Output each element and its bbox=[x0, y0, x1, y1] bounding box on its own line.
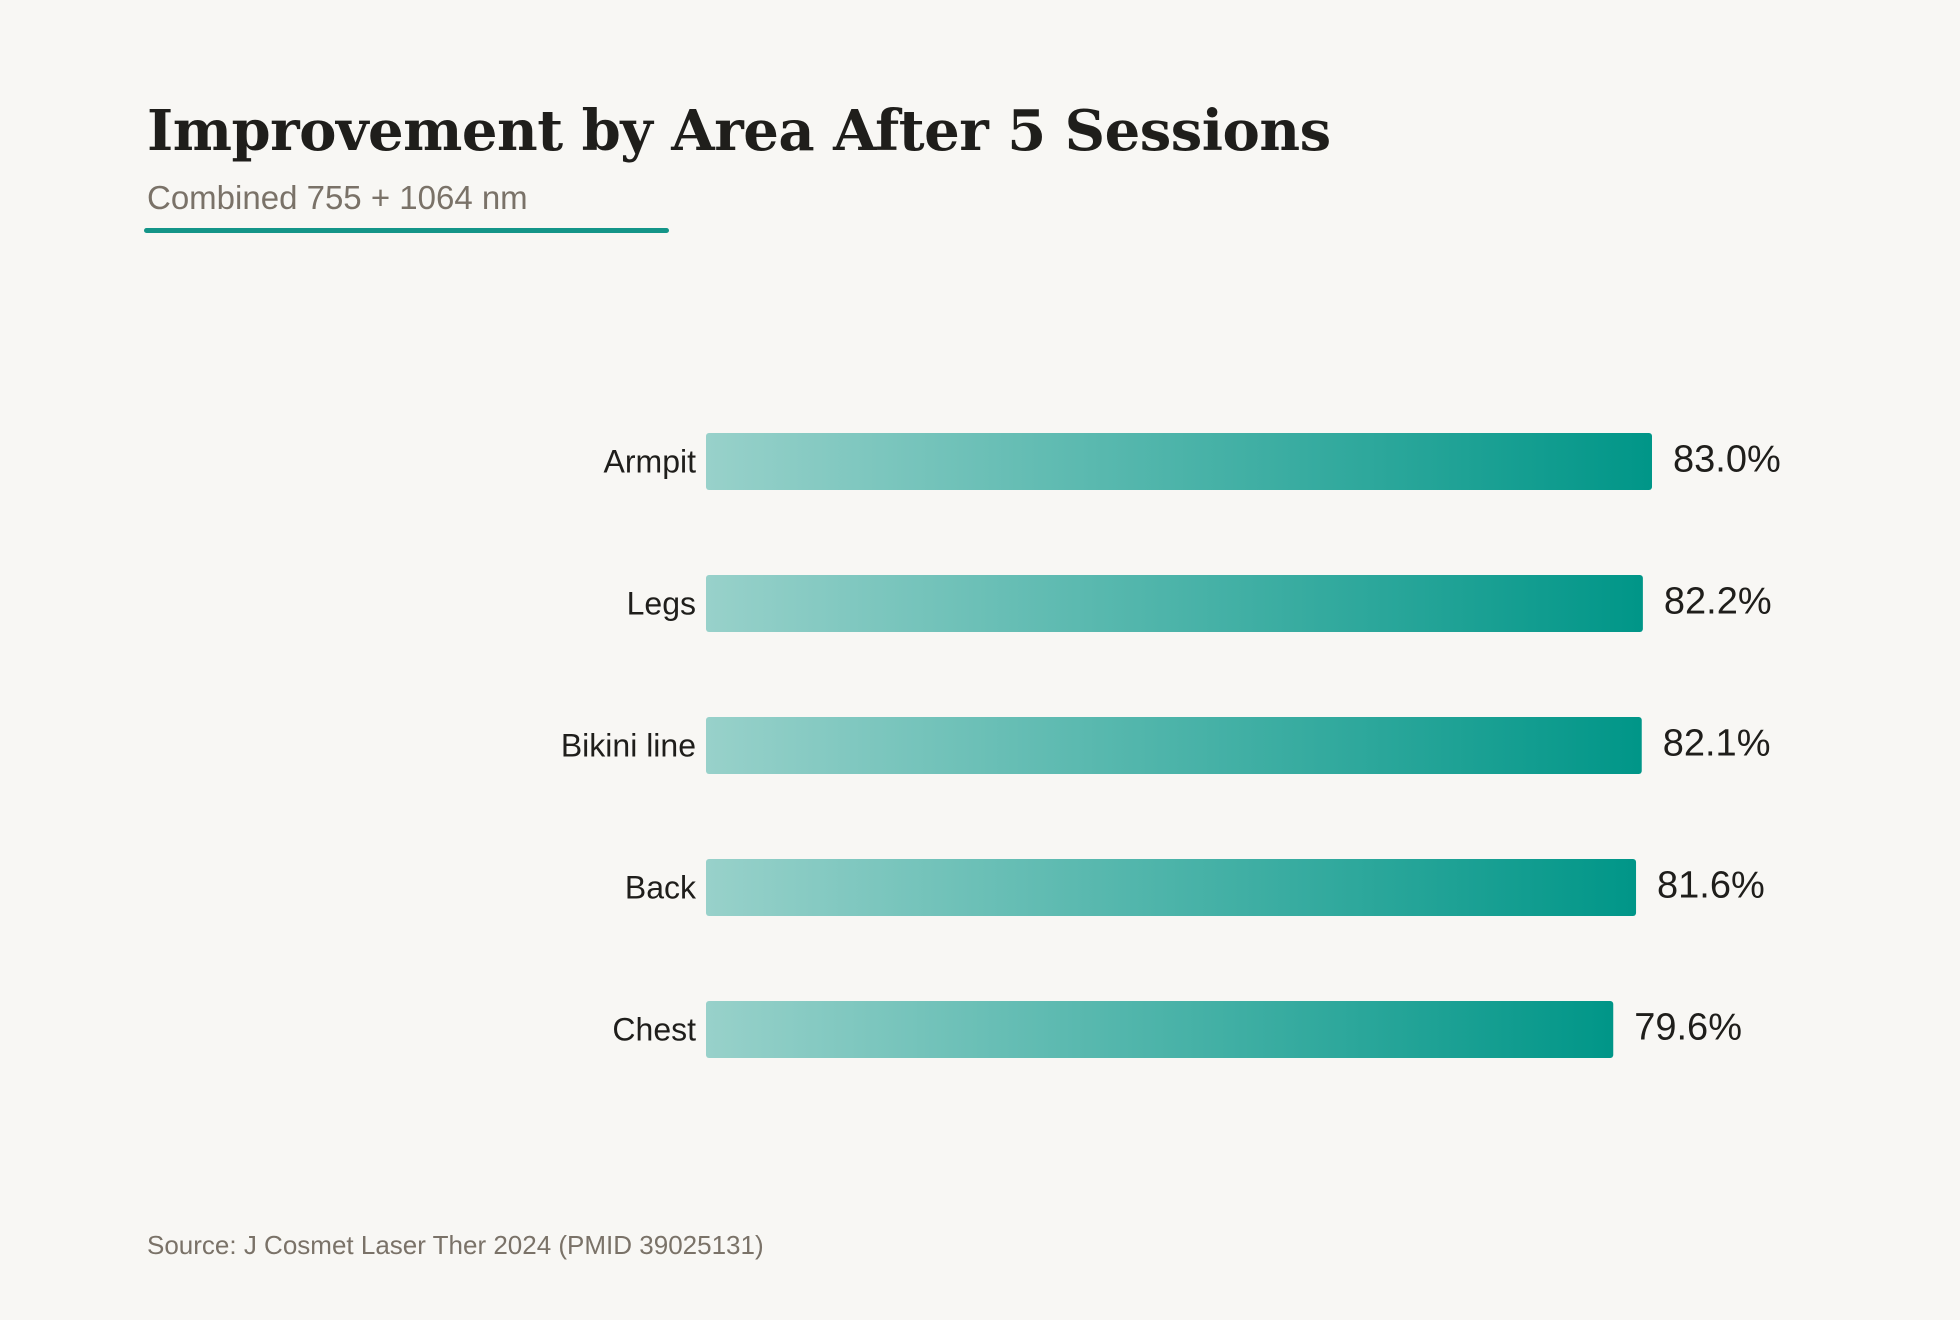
category-label-back: Back bbox=[625, 870, 697, 906]
title-accent-rule bbox=[144, 228, 669, 233]
source-note: Source: J Cosmet Laser Ther 2024 (PMID 3… bbox=[147, 1230, 764, 1260]
value-label-armpit: 83.0% bbox=[1673, 439, 1781, 481]
value-label-chest: 79.6% bbox=[1634, 1007, 1742, 1049]
category-label-armpit: Armpit bbox=[604, 444, 697, 480]
bars-group: Armpit 83.0% Legs 82.2% Bikini line 82.1% Back… bbox=[561, 433, 1781, 1058]
chart-subtitle: Combined 755 + 1064 nm bbox=[147, 179, 528, 216]
value-label-legs: 82.2% bbox=[1664, 581, 1772, 623]
value-label-bikini-line: 82.1% bbox=[1663, 723, 1771, 765]
bar-armpit bbox=[706, 433, 1652, 490]
bar-legs bbox=[706, 575, 1643, 632]
bar-back bbox=[706, 859, 1637, 916]
category-label-bikini-line: Bikini line bbox=[561, 728, 696, 764]
chart-title: Improvement by Area After 5 Sessions bbox=[147, 98, 1331, 164]
value-label-back: 81.6% bbox=[1657, 865, 1765, 907]
category-label-chest: Chest bbox=[612, 1012, 696, 1048]
category-label-legs: Legs bbox=[627, 586, 696, 622]
bar-bikini-line bbox=[706, 717, 1642, 774]
bar-chest bbox=[706, 1001, 1614, 1058]
